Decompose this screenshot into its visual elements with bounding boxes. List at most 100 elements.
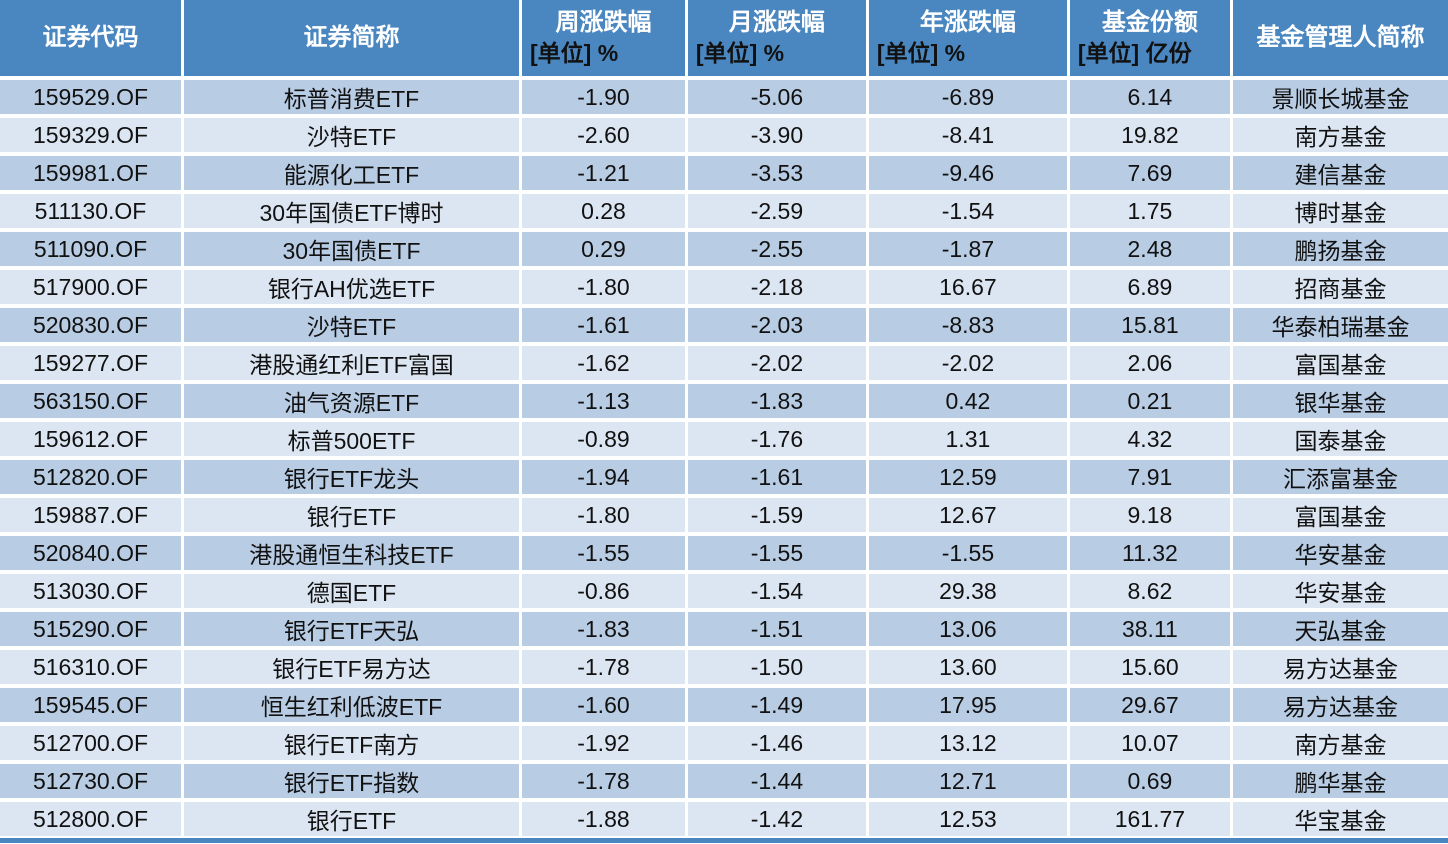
cell-fund-shares: 2.06 (1069, 346, 1233, 384)
cell-fund-shares: 29.67 (1069, 688, 1233, 726)
header-row: 证券代码 证券简称 周涨跌幅 [单位] % (0, 0, 1448, 80)
table-row: 520840.OF 港股通恒生科技ETF -1.55 -1.55 -1.55 11.32 华… (0, 536, 1448, 574)
column-unit: [单位] % (529, 40, 619, 67)
cell-manager: 富国基金 (1232, 498, 1448, 536)
cell-year-change: 29.38 (868, 574, 1070, 612)
cell-code: 159981.OF (0, 156, 185, 194)
cell-code: 513030.OF (0, 574, 185, 612)
cell-fund-shares: 0.21 (1069, 384, 1233, 422)
column-label: 年涨跌幅 (919, 8, 1016, 36)
cell-manager: 华安基金 (1232, 536, 1448, 574)
cell-year-change: -1.54 (868, 194, 1070, 232)
table-row: 512730.OF 银行ETF指数 -1.78 -1.44 12.71 0.69 鹏华基金 (0, 764, 1448, 802)
cell-week-change: 0.28 (521, 194, 688, 232)
cell-name: 银行ETF指数 (184, 764, 522, 802)
cell-code: 159277.OF (0, 346, 185, 384)
cell-month-change: -1.55 (687, 536, 869, 574)
table-row: 515290.OF 银行ETF天弘 -1.83 -1.51 13.06 38.11 天弘基金 (0, 612, 1448, 650)
cell-manager: 鹏扬基金 (1232, 232, 1448, 270)
cell-name: 沙特ETF (184, 308, 522, 346)
column-header-code: 证券代码 (0, 0, 185, 80)
cell-manager: 易方达基金 (1232, 688, 1448, 726)
cell-code: 159329.OF (0, 118, 185, 156)
cell-week-change: -1.60 (521, 688, 688, 726)
cell-week-change: -1.80 (521, 270, 688, 308)
table-row: 511090.OF 30年国债ETF 0.29 -2.55 -1.87 2.48 鹏扬基金 (0, 232, 1448, 270)
cell-manager: 银华基金 (1232, 384, 1448, 422)
cell-year-change: 17.95 (868, 688, 1070, 726)
cell-name: 银行ETF南方 (184, 726, 522, 764)
cell-year-change: 12.67 (868, 498, 1070, 536)
cell-fund-shares: 4.32 (1069, 422, 1233, 460)
cell-month-change: -1.59 (687, 498, 869, 536)
table-row: 159329.OF 沙特ETF -2.60 -3.90 -8.41 19.82 南方基金 (0, 118, 1448, 156)
cell-week-change: -1.88 (521, 802, 688, 838)
column-unit: [单位] % (876, 40, 966, 67)
cell-manager: 鹏华基金 (1232, 764, 1448, 802)
cell-month-change: -2.59 (687, 194, 869, 232)
table-row: 159981.OF 能源化工ETF -1.21 -3.53 -9.46 7.69 建信基金 (0, 156, 1448, 194)
table-row: 159277.OF 港股通红利ETF富国 -1.62 -2.02 -2.02 2.06 富国… (0, 346, 1448, 384)
cell-week-change: -1.13 (521, 384, 688, 422)
cell-manager: 天弘基金 (1232, 612, 1448, 650)
table-row: 159887.OF 银行ETF -1.80 -1.59 12.67 9.18 富国基金 (0, 498, 1448, 536)
cell-year-change: 0.42 (868, 384, 1070, 422)
cell-manager: 建信基金 (1232, 156, 1448, 194)
column-label: 周涨跌幅 (555, 8, 652, 36)
cell-fund-shares: 0.69 (1069, 764, 1233, 802)
column-label: 月涨跌幅 (728, 8, 825, 36)
cell-week-change: -1.90 (521, 80, 688, 118)
cell-month-change: -2.55 (687, 232, 869, 270)
cell-month-change: -2.18 (687, 270, 869, 308)
cell-fund-shares: 19.82 (1069, 118, 1233, 156)
column-label: 基金份额 (1101, 8, 1198, 36)
cell-fund-shares: 15.60 (1069, 650, 1233, 688)
cell-fund-shares: 2.48 (1069, 232, 1233, 270)
cell-manager: 华安基金 (1232, 574, 1448, 612)
cell-code: 512700.OF (0, 726, 185, 764)
cell-code: 511130.OF (0, 194, 185, 232)
cell-week-change: -1.94 (521, 460, 688, 498)
cell-month-change: -3.53 (687, 156, 869, 194)
cell-manager: 国泰基金 (1232, 422, 1448, 460)
cell-month-change: -1.50 (687, 650, 869, 688)
cell-week-change: -1.62 (521, 346, 688, 384)
cell-name: 港股通恒生科技ETF (184, 536, 522, 574)
cell-week-change: -1.78 (521, 650, 688, 688)
cell-month-change: -1.76 (687, 422, 869, 460)
column-header-fund-shares: 基金份额 [单位] 亿份 (1069, 0, 1233, 80)
cell-name: 油气资源ETF (184, 384, 522, 422)
cell-name: 能源化工ETF (184, 156, 522, 194)
cell-year-change: 16.67 (868, 270, 1070, 308)
cell-code: 159612.OF (0, 422, 185, 460)
cell-name: 港股通红利ETF富国 (184, 346, 522, 384)
cell-month-change: -1.83 (687, 384, 869, 422)
cell-manager: 汇添富基金 (1232, 460, 1448, 498)
cell-year-change: 13.06 (868, 612, 1070, 650)
cell-code: 517900.OF (0, 270, 185, 308)
cell-name: 标普500ETF (184, 422, 522, 460)
cell-code: 563150.OF (0, 384, 185, 422)
cell-year-change: 13.12 (868, 726, 1070, 764)
column-header-manager: 基金管理人简称 (1232, 0, 1448, 80)
cell-year-change: -1.87 (868, 232, 1070, 270)
cell-manager: 富国基金 (1232, 346, 1448, 384)
cell-year-change: -9.46 (868, 156, 1070, 194)
cell-month-change: -1.46 (687, 726, 869, 764)
cell-manager: 招商基金 (1232, 270, 1448, 308)
cell-code: 159887.OF (0, 498, 185, 536)
cell-code: 520840.OF (0, 536, 185, 574)
cell-name: 银行ETF (184, 802, 522, 838)
table-row: 159545.OF 恒生红利低波ETF -1.60 -1.49 17.95 29.67 易方… (0, 688, 1448, 726)
cell-code: 520830.OF (0, 308, 185, 346)
table-row: 513030.OF 德国ETF -0.86 -1.54 29.38 8.62 华安基金 (0, 574, 1448, 612)
cell-year-change: -1.55 (868, 536, 1070, 574)
cell-week-change: -1.92 (521, 726, 688, 764)
column-header-name: 证券简称 (184, 0, 522, 80)
cell-fund-shares: 9.18 (1069, 498, 1233, 536)
cell-month-change: -1.42 (687, 802, 869, 838)
cell-fund-shares: 38.11 (1069, 612, 1233, 650)
table-row: 512820.OF 银行ETF龙头 -1.94 -1.61 12.59 7.91 汇添富基金 (0, 460, 1448, 498)
cell-week-change: 0.29 (521, 232, 688, 270)
